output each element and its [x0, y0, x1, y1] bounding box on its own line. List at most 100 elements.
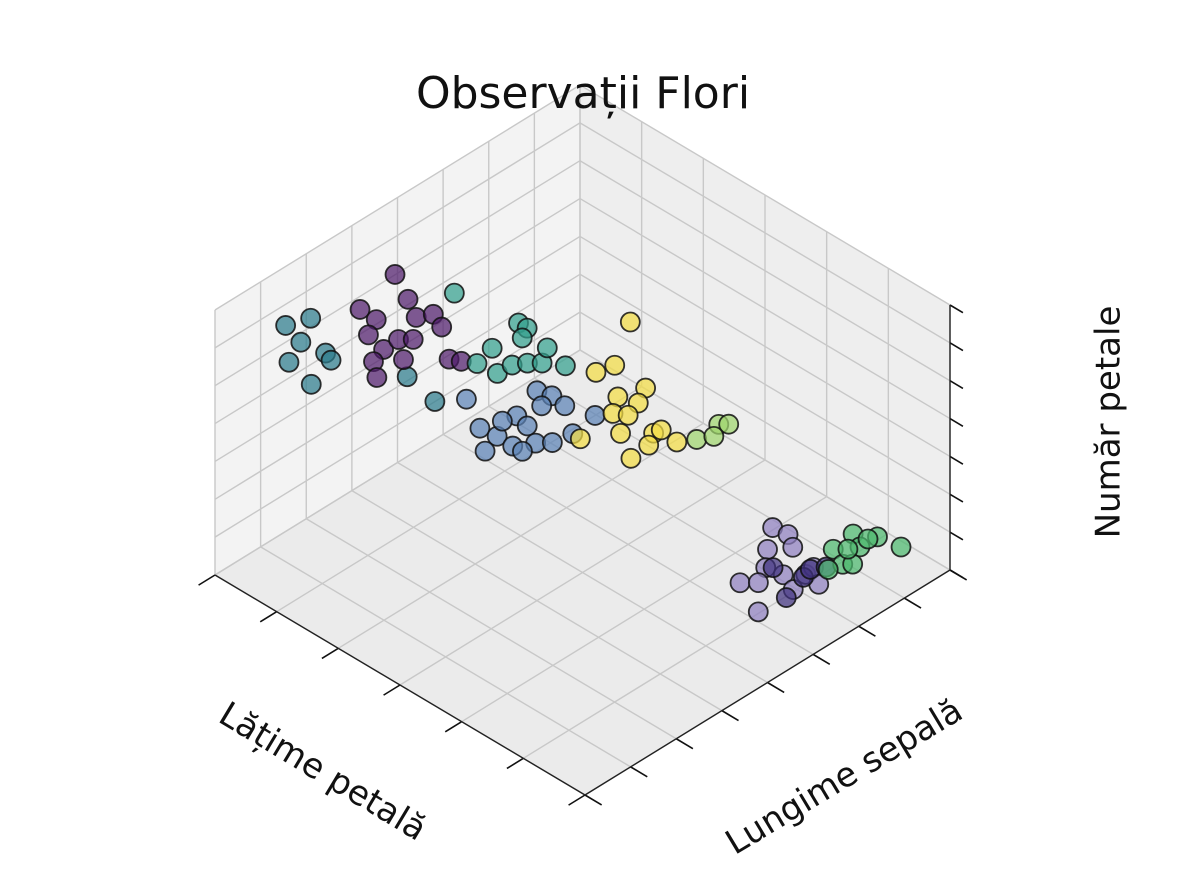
point — [384, 264, 406, 285]
grid-line — [351, 490, 723, 712]
z-tick — [949, 417, 964, 427]
point — [474, 440, 496, 462]
grid-line — [305, 518, 677, 740]
point — [748, 572, 769, 594]
point — [300, 373, 322, 395]
point — [569, 428, 591, 450]
grid-line — [214, 84, 581, 311]
point — [650, 419, 672, 441]
grid-line — [579, 122, 951, 344]
point — [466, 353, 488, 374]
z-axis-label: Număr petale — [1089, 306, 1129, 539]
point — [278, 351, 300, 373]
point — [358, 324, 379, 346]
point — [512, 440, 533, 462]
point — [511, 327, 533, 349]
axes — [198, 304, 968, 806]
points — [275, 264, 912, 623]
point — [554, 395, 576, 417]
point — [396, 366, 418, 388]
point — [431, 316, 453, 338]
point — [443, 282, 465, 304]
y-axis-label: Lungime sepală — [719, 690, 970, 863]
point — [729, 572, 751, 594]
grid-line — [397, 461, 768, 684]
point — [620, 447, 642, 469]
grid-line — [579, 84, 951, 306]
x-tick — [506, 757, 524, 770]
point — [469, 417, 491, 439]
x-tick — [444, 720, 463, 733]
point — [275, 315, 297, 336]
point — [610, 422, 631, 444]
y-tick — [858, 625, 876, 637]
point — [555, 355, 576, 377]
point — [686, 429, 708, 450]
z-tick — [949, 380, 964, 390]
point — [481, 337, 503, 359]
point — [703, 425, 725, 447]
point — [762, 557, 784, 579]
point — [541, 432, 563, 453]
point — [747, 601, 769, 623]
point — [366, 367, 388, 388]
z-tick — [949, 342, 964, 352]
grid-line — [579, 235, 951, 458]
grid-line — [214, 273, 581, 500]
y-tick — [903, 597, 922, 609]
y-tick — [584, 794, 603, 806]
point — [424, 391, 446, 412]
chart-title: Observații Flori — [416, 68, 750, 119]
z-tick — [949, 455, 964, 465]
grid-line — [214, 122, 581, 349]
y-tick — [767, 681, 785, 694]
x-tick — [259, 610, 278, 623]
point — [890, 536, 912, 558]
grid-line — [579, 160, 951, 382]
grid-line — [579, 273, 951, 495]
point — [393, 349, 414, 370]
point — [531, 395, 553, 417]
point — [405, 307, 427, 328]
point — [397, 288, 419, 310]
point — [817, 559, 839, 580]
point — [757, 538, 778, 560]
point — [290, 331, 312, 353]
grid-line — [214, 311, 581, 538]
y-axis-line — [584, 569, 951, 796]
point — [585, 361, 607, 383]
x-tick — [383, 684, 401, 696]
grid-line — [214, 349, 581, 576]
point — [775, 587, 797, 608]
point — [666, 431, 688, 453]
point — [782, 536, 804, 558]
z-tick — [949, 304, 964, 314]
grid-line — [579, 197, 951, 420]
point — [857, 528, 879, 550]
point — [516, 415, 538, 437]
point — [837, 538, 859, 560]
x-tick — [198, 574, 216, 586]
x-axis-label: Lățime petală — [212, 694, 433, 849]
grid-line — [579, 311, 951, 533]
z-tick — [949, 569, 964, 579]
grid-line — [260, 546, 631, 768]
y-tick — [812, 653, 831, 665]
point — [456, 388, 477, 410]
point — [402, 328, 424, 350]
x-tick — [568, 794, 586, 806]
y-tick — [721, 709, 739, 722]
x-axis-line — [214, 574, 586, 796]
point — [619, 311, 641, 333]
point — [320, 349, 342, 371]
point — [536, 337, 558, 359]
y-tick — [675, 738, 694, 750]
point — [491, 410, 513, 432]
point — [349, 299, 371, 320]
z-tick — [949, 493, 964, 503]
point — [638, 434, 660, 456]
z-tick — [949, 531, 964, 541]
x-tick — [321, 647, 339, 660]
grid-line — [214, 197, 581, 425]
